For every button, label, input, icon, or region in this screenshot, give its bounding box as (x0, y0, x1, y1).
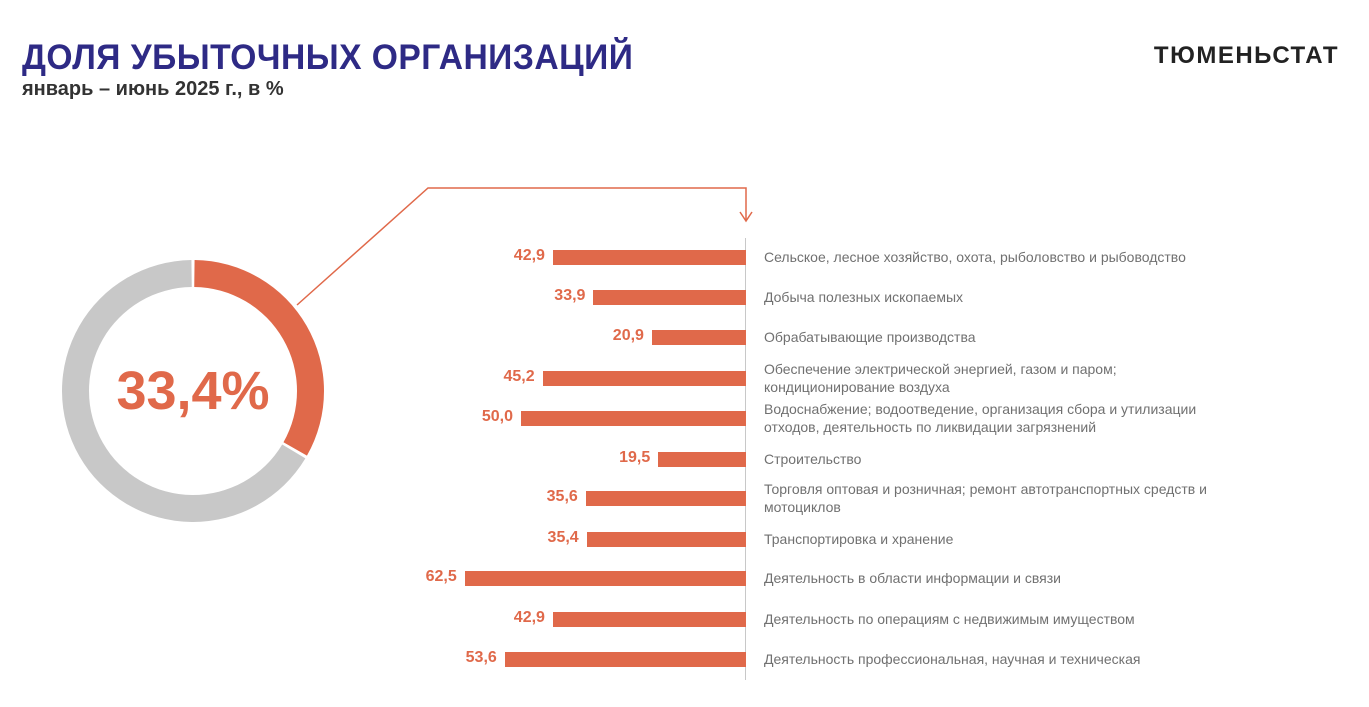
connector-line (296, 187, 747, 306)
bar (658, 452, 746, 467)
bar-row: 53,6 Деятельность профессиональная, научн… (0, 649, 1369, 699)
bar-value-label: 42,9 (513, 609, 545, 626)
bar-value-label: 62,5 (425, 568, 457, 585)
page-title: ДОЛЯ УБЫТОЧНЫХ ОРГАНИЗАЦИЙ (22, 38, 634, 77)
brand-logo: ТЮМЕНЬСТАТ (1153, 42, 1339, 69)
arrow-head-icon (739, 211, 753, 223)
bar-value-label: 45,2 (503, 368, 535, 385)
donut-center-value: 33,4% (116, 361, 270, 421)
bar-category-label: Транспортировка и хранение (764, 531, 954, 547)
bar-category-label: Деятельность профессиональная, научная и… (764, 651, 1141, 667)
bar (464, 571, 746, 586)
bar (593, 290, 746, 305)
bar-category-label: Добыча полезных ископаемых (764, 289, 964, 305)
bar-value-label: 50,0 (481, 408, 513, 425)
bar-category-label: Строительство (764, 451, 862, 467)
bar-category-label: Деятельность в области информации и связ… (764, 570, 1061, 586)
bar-row: 33,9 Добыча полезных ископаемых (0, 287, 1369, 337)
bar-row: 42,9 Сельское, лесное хозяйство, охота, р… (0, 247, 1369, 297)
bar-category-label: Водоснабжение; водоотведение, организаци… (764, 401, 1197, 435)
bar (651, 330, 746, 345)
bar-row: 50,0 Водоснабжение; водоотведение, органи… (0, 401, 1369, 458)
bar (552, 250, 746, 265)
bar-category-label: Деятельность по операциям с недвижимым и… (764, 611, 1135, 627)
bar-category-label: Сельское, лесное хозяйство, охота, рыбол… (764, 249, 1186, 265)
bar-category-label: Обрабатывающие производства (764, 329, 976, 345)
bar-row: 35,4 Транспортировка и хранение (0, 529, 1369, 579)
bar (521, 411, 746, 426)
bar-value-label: 35,6 (546, 488, 578, 505)
bar-value-label: 42,9 (513, 247, 545, 264)
bar-value-label: 33,9 (554, 287, 586, 304)
bar-row: 19,5 Строительство (0, 449, 1369, 499)
bar-category-label: Обеспечение электрической энергией, газо… (764, 361, 1117, 395)
bar-value-label: 35,4 (547, 529, 579, 546)
bar-row: 20,9 Обрабатывающие производства (0, 327, 1369, 377)
bar-row: 42,9 Деятельность по операциям с недвижим… (0, 609, 1369, 659)
page-subtitle: январь – июнь 2025 г., в % (22, 78, 284, 100)
bar (552, 612, 746, 627)
bar-value-label: 53,6 (465, 649, 497, 666)
bar-row: 62,5 Деятельность в области информации и … (0, 568, 1369, 618)
bar (542, 371, 746, 386)
bar (585, 491, 746, 506)
bar-value-label: 19,5 (619, 449, 651, 466)
bar-category-label: Торговля оптовая и розничная; ремонт авт… (764, 481, 1207, 515)
bar-row: 45,2 Обеспечение электрической энергией, … (0, 361, 1369, 418)
bar-value-label: 20,9 (612, 327, 644, 344)
bar (504, 652, 746, 667)
bar (586, 532, 746, 547)
bar-row: 35,6 Торговля оптовая и розничная; ремонт… (0, 481, 1369, 538)
donut-segment-loss (194, 260, 324, 456)
